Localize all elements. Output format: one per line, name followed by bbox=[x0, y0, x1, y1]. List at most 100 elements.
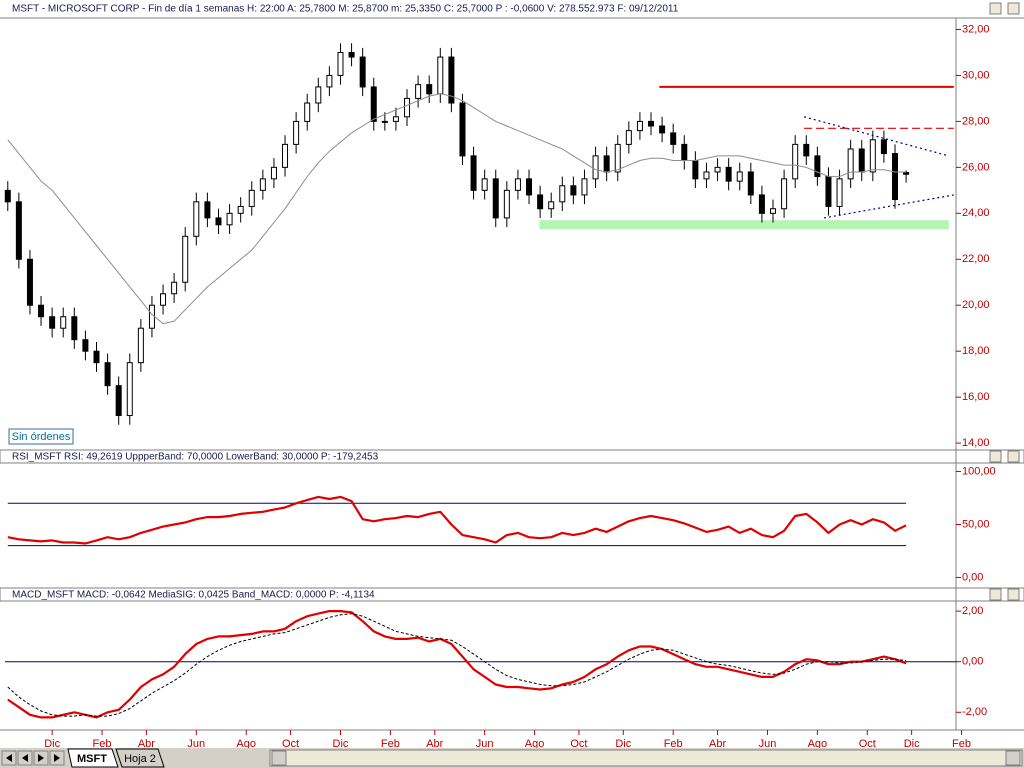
candle-body bbox=[836, 178, 843, 207]
candle-body bbox=[492, 178, 499, 219]
candle-body bbox=[714, 166, 721, 173]
candle-body bbox=[481, 178, 488, 191]
candle-body bbox=[636, 120, 643, 132]
y-tick-label: 14,00 bbox=[962, 437, 990, 449]
candle-body bbox=[570, 185, 577, 196]
x-tick-label: Feb bbox=[664, 738, 683, 750]
candle-body bbox=[38, 304, 45, 318]
candle-body bbox=[781, 178, 788, 210]
candle-body bbox=[537, 194, 544, 210]
candle-body bbox=[526, 178, 533, 196]
candle-body bbox=[49, 316, 56, 329]
x-tick-label: Feb bbox=[381, 738, 400, 750]
x-tick-label: Abr bbox=[426, 738, 443, 750]
tab-label[interactable]: Hoja 2 bbox=[124, 753, 156, 765]
x-tick-label: Abr bbox=[709, 738, 726, 750]
candle-body bbox=[614, 143, 621, 173]
scroll-left[interactable] bbox=[271, 750, 287, 766]
candle-body bbox=[803, 143, 810, 157]
x-tick-label: Oct bbox=[570, 738, 587, 750]
candle-body bbox=[869, 139, 876, 173]
candle-body bbox=[404, 97, 411, 118]
x-tick-label: Jun bbox=[187, 738, 205, 750]
candle-body bbox=[770, 208, 777, 214]
candle-body bbox=[892, 153, 899, 201]
tab[interactable] bbox=[115, 748, 165, 768]
candle-body bbox=[270, 166, 277, 180]
orders-button-label[interactable]: Sin órdenes bbox=[12, 431, 71, 443]
candle-body bbox=[426, 84, 433, 95]
candle-body bbox=[60, 316, 67, 329]
candle-body bbox=[548, 201, 555, 210]
x-tick-label: Ago bbox=[808, 738, 828, 750]
series-line bbox=[7, 495, 907, 545]
candle-body bbox=[348, 51, 355, 58]
minimize-button[interactable] bbox=[989, 2, 1002, 15]
candle-body bbox=[747, 171, 754, 196]
tab-label[interactable]: MSFT bbox=[77, 753, 107, 765]
minimize-button[interactable] bbox=[989, 588, 1002, 601]
candle-body bbox=[326, 74, 333, 88]
nav-arrows bbox=[6, 754, 60, 762]
candle-body bbox=[514, 178, 521, 191]
candle-body bbox=[71, 316, 78, 341]
candle-body bbox=[692, 159, 699, 180]
candle-body bbox=[304, 102, 311, 122]
candle-body bbox=[880, 139, 887, 155]
candle-body bbox=[792, 143, 799, 180]
candle-body bbox=[437, 56, 444, 95]
candle-body bbox=[237, 205, 244, 214]
series-line bbox=[7, 610, 907, 719]
candle-body bbox=[903, 171, 910, 175]
candle-body bbox=[182, 235, 189, 283]
candle-body bbox=[82, 339, 89, 352]
candle-body bbox=[171, 281, 178, 295]
candle-body bbox=[381, 120, 388, 123]
candle-body bbox=[248, 189, 255, 207]
candle-body bbox=[26, 258, 33, 306]
candle-body bbox=[736, 171, 743, 182]
candle-body bbox=[559, 185, 566, 203]
orders-button[interactable] bbox=[8, 428, 74, 445]
candle-body bbox=[115, 385, 122, 417]
panel-header bbox=[0, 587, 1024, 602]
candle-body bbox=[758, 194, 765, 214]
scroll-right[interactable] bbox=[1005, 750, 1021, 766]
minimize-button[interactable] bbox=[989, 450, 1002, 463]
candle-body bbox=[725, 166, 732, 182]
y-tick-label: 50,00 bbox=[962, 518, 990, 530]
x-tick-label: Jun bbox=[759, 738, 777, 750]
candle-body bbox=[93, 350, 100, 364]
panel-title: MACD_MSFT MACD: -0,0642 MediaSIG: 0,0425… bbox=[12, 590, 375, 601]
y-tick-label: 18,00 bbox=[962, 345, 990, 357]
candle-body bbox=[470, 155, 477, 191]
candle-body bbox=[503, 189, 510, 219]
x-tick-label: Ago bbox=[525, 738, 545, 750]
x-tick-label: Jun bbox=[476, 738, 494, 750]
candle-body bbox=[459, 102, 466, 157]
candle-body bbox=[814, 155, 821, 178]
close-button[interactable] bbox=[1007, 2, 1020, 15]
candle-body bbox=[448, 56, 455, 104]
scrollbar[interactable] bbox=[269, 749, 1023, 767]
candle-body bbox=[625, 130, 632, 145]
trend-line bbox=[823, 194, 954, 219]
candle-body bbox=[603, 155, 610, 173]
close-button[interactable] bbox=[1007, 450, 1020, 463]
close-button[interactable] bbox=[1007, 588, 1020, 601]
candle-body bbox=[415, 84, 422, 99]
y-tick-label: 30,00 bbox=[962, 69, 990, 81]
candle-body bbox=[204, 201, 211, 219]
panel-title: RSI_MSFT RSI: 49,2619 UppperBand: 70,000… bbox=[12, 452, 379, 463]
candle-body bbox=[293, 120, 300, 145]
candle-body bbox=[259, 178, 266, 191]
x-tick-label: Dic bbox=[44, 738, 60, 750]
candle-body bbox=[370, 86, 377, 122]
panel-header bbox=[0, 449, 1024, 464]
x-tick-label: Dic bbox=[333, 738, 349, 750]
candle-body bbox=[215, 217, 222, 226]
tab-active[interactable] bbox=[67, 748, 119, 768]
y-tick-label: 24,00 bbox=[962, 207, 990, 219]
candle-body bbox=[659, 125, 666, 134]
